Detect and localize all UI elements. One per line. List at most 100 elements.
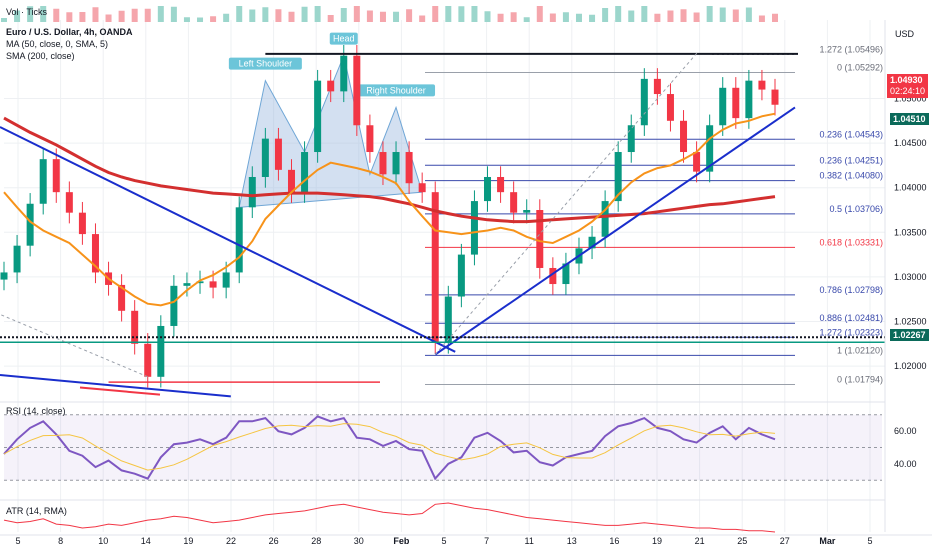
candle-body bbox=[536, 210, 544, 268]
volume-bar bbox=[262, 7, 269, 22]
volume-bar bbox=[236, 6, 243, 22]
volume-bar bbox=[536, 6, 543, 22]
time-tick-label: 16 bbox=[609, 536, 619, 546]
volume-bar bbox=[118, 10, 125, 22]
volume-bar bbox=[66, 12, 73, 22]
level-badge-upper: 1.04510 bbox=[890, 113, 929, 125]
fib-level-label: 0.786 (1.02798) bbox=[819, 285, 883, 295]
volume-bar bbox=[327, 15, 334, 22]
candle-body bbox=[301, 152, 309, 193]
fib-range-diagonal-left bbox=[0, 313, 148, 378]
volume-bar bbox=[745, 7, 752, 22]
time-tick-label: 13 bbox=[567, 536, 577, 546]
time-tick-label: 27 bbox=[780, 536, 790, 546]
time-tick-label: Feb bbox=[393, 536, 410, 546]
axes: 5 8 10 14 19 22 26 28 30 Feb 5 7 11 13 16 19 21 25 27 Mar 5 1… bbox=[0, 20, 932, 546]
volume-bar bbox=[393, 11, 400, 22]
volume-bar bbox=[484, 11, 491, 22]
candle-body bbox=[431, 192, 439, 343]
volume-bar bbox=[314, 6, 321, 22]
volume-bar bbox=[40, 6, 47, 22]
volume-bar bbox=[183, 17, 190, 22]
volume-bar bbox=[353, 6, 360, 22]
pattern-label-bg bbox=[228, 57, 302, 70]
trend-lines bbox=[0, 50, 885, 398]
volume-bar bbox=[197, 17, 204, 22]
volume-bar bbox=[131, 8, 138, 22]
time-tick-label: 7 bbox=[484, 536, 489, 546]
volume-bar bbox=[275, 9, 282, 22]
volume-bar bbox=[92, 7, 99, 22]
volume-bar bbox=[288, 11, 295, 22]
rsi-series bbox=[3, 414, 882, 481]
time-tick-label: 11 bbox=[525, 536, 534, 546]
rsi-legend[interactable]: RSI (14, close) bbox=[6, 406, 66, 416]
currency-label[interactable]: USD bbox=[895, 29, 915, 39]
price-tick-label: 1.02500 bbox=[894, 317, 927, 327]
current-price-badge: 1.04930 02:24:10 bbox=[887, 74, 929, 98]
candle-body bbox=[588, 236, 596, 249]
time-tick-label: 28 bbox=[311, 536, 321, 546]
price-tick-label: 1.04500 bbox=[894, 138, 927, 148]
price-tick-label: 1.03000 bbox=[894, 272, 927, 282]
pattern-label-right-shoulder: Right Shoulder bbox=[366, 85, 426, 95]
sma200-legend[interactable]: SMA (200, close) bbox=[6, 51, 75, 61]
ma50-legend[interactable]: MA (50, close, 0, SMA, 5) bbox=[6, 39, 109, 49]
volume-bar bbox=[562, 12, 569, 22]
rsi-line bbox=[3, 415, 776, 481]
vol-label[interactable]: Vol · Ticks bbox=[6, 7, 48, 17]
volume-bar bbox=[641, 6, 648, 22]
candle-body bbox=[0, 272, 8, 280]
fib-level-label: 1.272 (1.05496) bbox=[819, 44, 883, 54]
volume-bar bbox=[667, 10, 674, 22]
candle-body bbox=[549, 267, 557, 285]
volume-bar bbox=[105, 14, 112, 22]
volume-bar bbox=[144, 8, 151, 22]
sma200-line bbox=[3, 116, 776, 224]
time-tick-label: Mar bbox=[819, 536, 836, 546]
time-tick-label: 30 bbox=[354, 536, 364, 546]
time-tick-label: 14 bbox=[141, 536, 151, 546]
current-price: 1.04930 bbox=[890, 75, 923, 85]
bar-countdown: 02:24:10 bbox=[890, 86, 926, 96]
volume-bar bbox=[1, 18, 7, 22]
time-tick-label: 10 bbox=[98, 536, 108, 546]
candle-body bbox=[196, 281, 204, 284]
volume-bar bbox=[210, 16, 217, 22]
candle-body bbox=[614, 152, 622, 202]
volume-bar bbox=[419, 15, 426, 22]
volume-bar bbox=[693, 12, 700, 22]
time-tick-label: 22 bbox=[226, 536, 236, 546]
candle-body bbox=[287, 169, 295, 193]
atr-line bbox=[3, 502, 776, 533]
candle-body bbox=[444, 296, 452, 343]
volume-bar bbox=[223, 13, 230, 22]
candle-body bbox=[510, 192, 518, 213]
volume-bar bbox=[510, 12, 517, 22]
fib-level-label: 0.886 (1.02481) bbox=[819, 313, 883, 323]
ma50-line bbox=[3, 112, 776, 307]
volume-bar bbox=[549, 13, 556, 22]
candle-body bbox=[379, 152, 387, 175]
candle-body bbox=[144, 343, 152, 377]
candle-body bbox=[314, 80, 322, 153]
candle-body bbox=[353, 55, 361, 126]
fib-level-label: 1.272 (1.02323) bbox=[819, 327, 883, 337]
candle-body bbox=[274, 138, 282, 170]
volume-bar bbox=[379, 11, 386, 22]
atr-legend[interactable]: ATR (14, RMA) bbox=[6, 506, 67, 516]
volume-bar bbox=[602, 8, 609, 22]
volume-bar bbox=[497, 13, 504, 22]
volume-bar bbox=[706, 6, 713, 22]
candle-body bbox=[653, 78, 661, 95]
volume-bar bbox=[654, 13, 661, 22]
time-tick-label: 8 bbox=[58, 536, 63, 546]
volume-bar bbox=[523, 17, 530, 22]
time-tick-label: 25 bbox=[737, 536, 747, 546]
symbol-title[interactable]: Euro / U.S. Dollar, 4h, OANDA bbox=[6, 27, 133, 37]
volume-bar bbox=[249, 9, 256, 22]
pattern-label-bg bbox=[357, 84, 436, 97]
candle-body bbox=[248, 176, 256, 208]
